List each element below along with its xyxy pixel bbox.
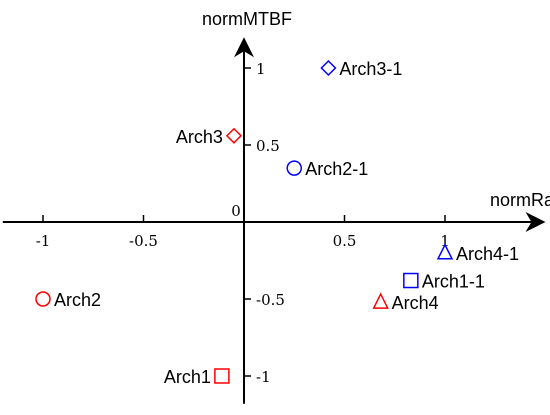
- x-axis-arrow-icon: [525, 212, 546, 232]
- Arch2-circle-marker: [35, 291, 51, 307]
- Arch1-square-marker: [214, 368, 230, 384]
- point-label: Arch1-1: [422, 272, 485, 292]
- point-label: Arch3-1: [339, 59, 402, 79]
- Arch1-1-square-marker: [403, 272, 419, 289]
- axes: normRate normMTBF 0: [2, 9, 550, 404]
- x-tick-label: -0.5: [129, 232, 158, 250]
- x-tick-label: 0.5: [333, 232, 357, 250]
- x-tick-label: -1: [36, 232, 51, 250]
- Arch3-1-diamond-marker: [320, 59, 337, 77]
- y-tick-label: 1: [256, 60, 266, 78]
- x-tick-label: 1: [440, 232, 450, 250]
- tick-marks: -1 -0.5 0.5 1 1 0.5 -0.5 -1: [36, 60, 450, 386]
- point-label: Arch4-1: [456, 244, 519, 264]
- y-tick-label: -0.5: [256, 291, 285, 309]
- point-label: Arch2: [54, 290, 101, 310]
- Arch3-diamond-marker: [225, 127, 243, 144]
- Arch4-triangle-marker: [372, 292, 389, 309]
- point-label: Arch1: [164, 367, 211, 387]
- point-label: Arch2-1: [305, 159, 368, 179]
- x-axis-label: normRate: [490, 190, 550, 210]
- y-axis-label: normMTBF: [202, 9, 292, 29]
- y-tick-label: 0.5: [256, 137, 280, 155]
- origin-tick-label: 0: [231, 202, 241, 220]
- point-label: Arch4: [392, 293, 439, 313]
- y-tick-label: -1: [256, 368, 271, 386]
- Arch4-1-triangle-marker: [436, 243, 454, 260]
- y-axis-arrow-icon: [234, 37, 254, 58]
- Arch2-1-circle-marker: [286, 160, 302, 176]
- point-label: Arch3: [176, 127, 223, 147]
